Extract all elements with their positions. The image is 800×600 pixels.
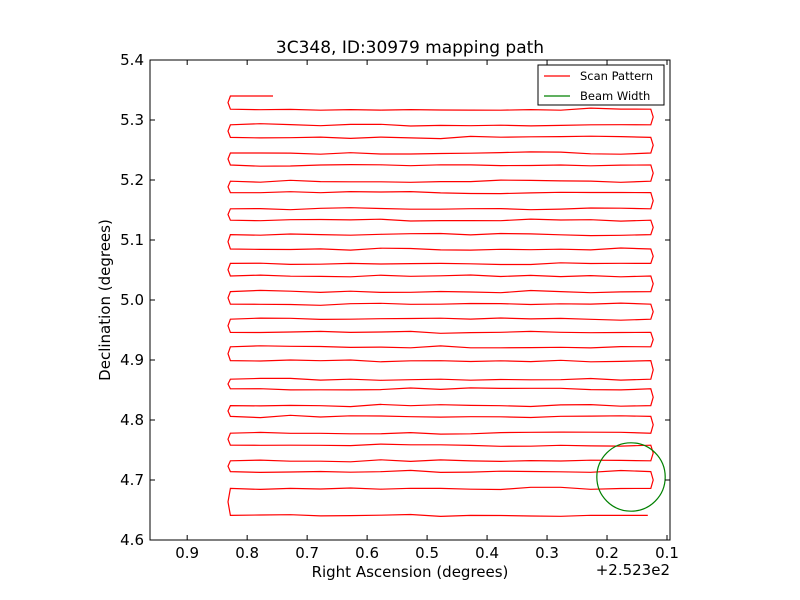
y-tick-label: 5.2 [120,171,144,189]
x-tick-label: 0.1 [655,544,679,562]
y-tick-label: 5.0 [120,291,144,309]
x-axis-label: Right Ascension (degrees) [312,563,509,581]
x-tick-label: 0.2 [595,544,619,562]
legend-label-scan-pattern: Scan Pattern [580,69,653,83]
beam-width-circle [596,442,666,512]
y-tick-label: 5.1 [120,231,144,249]
scan-pattern-line [227,95,654,518]
y-tick-label: 4.9 [120,351,144,369]
x-tick-label: 0.6 [355,544,379,562]
x-tick-label: 0.4 [475,544,499,562]
x-tick-label: 0.8 [235,544,259,562]
x-tick-label: 0.3 [535,544,559,562]
y-tick-label: 5.4 [120,51,144,69]
y-axis-label: Declination (degrees) [96,219,114,381]
x-tick-label: 0.9 [175,544,199,562]
y-tick-label: 4.6 [120,531,144,549]
chart-title: 3C348, ID:30979 mapping path [276,38,544,58]
y-tick-label: 5.3 [120,111,144,129]
legend-box [537,64,665,106]
x-axis-offset-label: +2.523e2 [596,561,670,579]
y-tick-label: 4.8 [120,411,144,429]
x-tick-label: 0.5 [415,544,439,562]
legend-label-beam-width: Beam Width [580,89,650,103]
legend: Scan Pattern Beam Width [537,64,665,106]
y-tick-label: 4.7 [120,471,144,489]
x-tick-label: 0.7 [295,544,319,562]
